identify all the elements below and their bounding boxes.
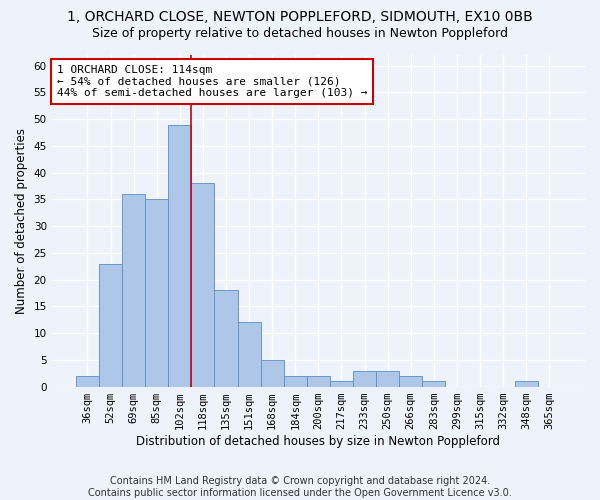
Bar [376, 370, 399, 386]
Text: 1 ORCHARD CLOSE: 114sqm
← 54% of detached houses are smaller (126)
44% of semi-d: 1 ORCHARD CLOSE: 114sqm ← 54% of detache… [57, 65, 367, 98]
Bar [399, 376, 422, 386]
Bar [515, 381, 538, 386]
Bar [422, 381, 445, 386]
Bar [260, 360, 284, 386]
Bar [76, 376, 99, 386]
Bar [238, 322, 260, 386]
X-axis label: Distribution of detached houses by size in Newton Poppleford: Distribution of detached houses by size … [136, 434, 500, 448]
Bar [307, 376, 330, 386]
Text: Size of property relative to detached houses in Newton Poppleford: Size of property relative to detached ho… [92, 28, 508, 40]
Bar [330, 381, 353, 386]
Bar [284, 376, 307, 386]
Bar [214, 290, 238, 386]
Bar [122, 194, 145, 386]
Bar [145, 200, 168, 386]
Text: Contains HM Land Registry data © Crown copyright and database right 2024.
Contai: Contains HM Land Registry data © Crown c… [88, 476, 512, 498]
Text: 1, ORCHARD CLOSE, NEWTON POPPLEFORD, SIDMOUTH, EX10 0BB: 1, ORCHARD CLOSE, NEWTON POPPLEFORD, SID… [67, 10, 533, 24]
Y-axis label: Number of detached properties: Number of detached properties [15, 128, 28, 314]
Bar [99, 264, 122, 386]
Bar [191, 184, 214, 386]
Bar [168, 124, 191, 386]
Bar [353, 370, 376, 386]
